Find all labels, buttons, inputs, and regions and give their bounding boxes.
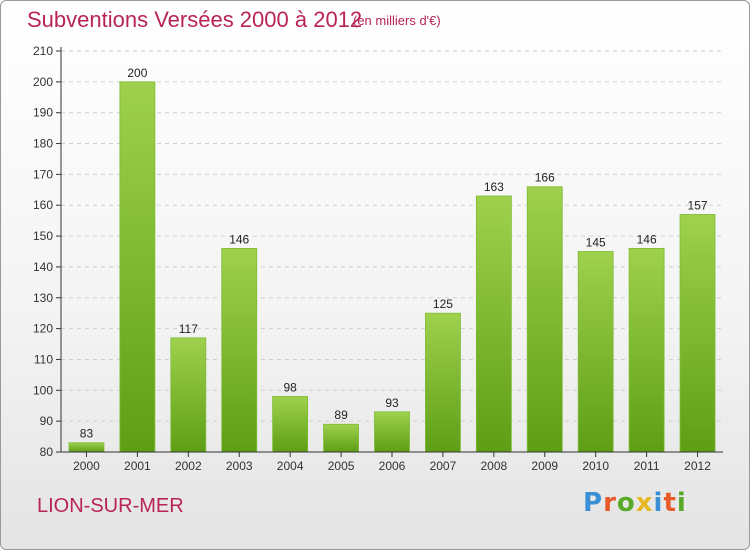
data-label: 157 [688,198,708,212]
chart-subtitle: (en milliers d'€) [353,13,441,28]
x-tick-label: 2003 [226,459,253,473]
data-label: 117 [179,322,198,336]
logo-letter: t [663,488,677,518]
x-tick-label: 2001 [124,459,151,473]
logo-letter: x [635,488,654,518]
bar-2011 [628,248,665,453]
y-tick-label: 140 [33,260,53,274]
logo-letter: i [653,488,664,518]
bar-2003 [221,248,258,453]
logo-letter: o [616,488,636,518]
data-label: 125 [433,297,453,311]
y-tick-label: 190 [33,106,53,120]
y-tick-label: 130 [33,291,53,305]
axes: 80 90 100 110 120 130 140 150 160 170 180 190 200 210… [33,44,723,473]
x-tick-label: 2005 [328,459,355,473]
y-tick-label: 90 [40,414,54,428]
x-tick-label: 2002 [175,459,202,473]
y-tick-label: 120 [33,322,53,336]
data-label: 146 [229,232,249,246]
x-tick-label: 2011 [634,459,660,473]
y-tick-label: 80 [40,445,54,459]
logo-letter: i [676,488,687,518]
y-tick-label: 110 [34,352,53,366]
data-label: 98 [283,380,297,394]
y-tick-label: 100 [33,383,53,397]
chart-title: Subventions Versées 2000 à 2012 [27,7,363,32]
y-tick-label: 150 [33,229,53,243]
data-label: 146 [637,232,657,246]
bar-2010 [577,251,614,453]
data-label: 83 [80,427,94,441]
x-tick-label: 2008 [480,459,507,473]
y-tick-label: 200 [33,75,53,89]
grid-lines [61,50,723,422]
x-tick-label: 2004 [277,459,304,473]
data-label: 200 [127,66,147,80]
bar-2006 [374,411,410,453]
x-tick-label: 2010 [582,459,609,473]
data-label: 163 [484,180,504,194]
bar-2004 [272,396,309,453]
bar-2012 [679,214,716,453]
y-tick-label: 160 [33,198,53,212]
bar-2001 [119,81,156,453]
bars: 83 200 117 146 98 89 93 125 163 166 145 146 157 [68,66,716,453]
bar-2009 [526,186,563,453]
logo-letter: r [603,488,617,518]
data-label: 89 [334,408,348,422]
x-tick-label: 2007 [430,459,457,473]
x-tick-label: 2006 [379,459,406,473]
bar-2000 [68,442,105,453]
y-tick-label: 180 [33,137,53,151]
x-tick-label: 2012 [684,459,711,473]
bar-2002 [170,337,207,453]
commune-name: LION-SUR-MER [37,495,184,517]
data-label: 145 [586,236,606,250]
x-tick-label: 2000 [73,459,100,473]
bar-chart: 83 200 117 146 98 89 93 125 163 166 145 146 157 80 90… [33,44,723,473]
data-label: 93 [385,396,399,410]
bar-2007 [425,312,461,453]
bar-2008 [475,195,512,453]
x-tick-label: 2009 [531,459,558,473]
logo-letter: P [583,488,604,518]
y-tick-label: 170 [33,167,53,181]
bar-2005 [323,423,359,453]
y-tick-label: 210 [33,44,53,58]
data-label: 166 [535,171,555,185]
